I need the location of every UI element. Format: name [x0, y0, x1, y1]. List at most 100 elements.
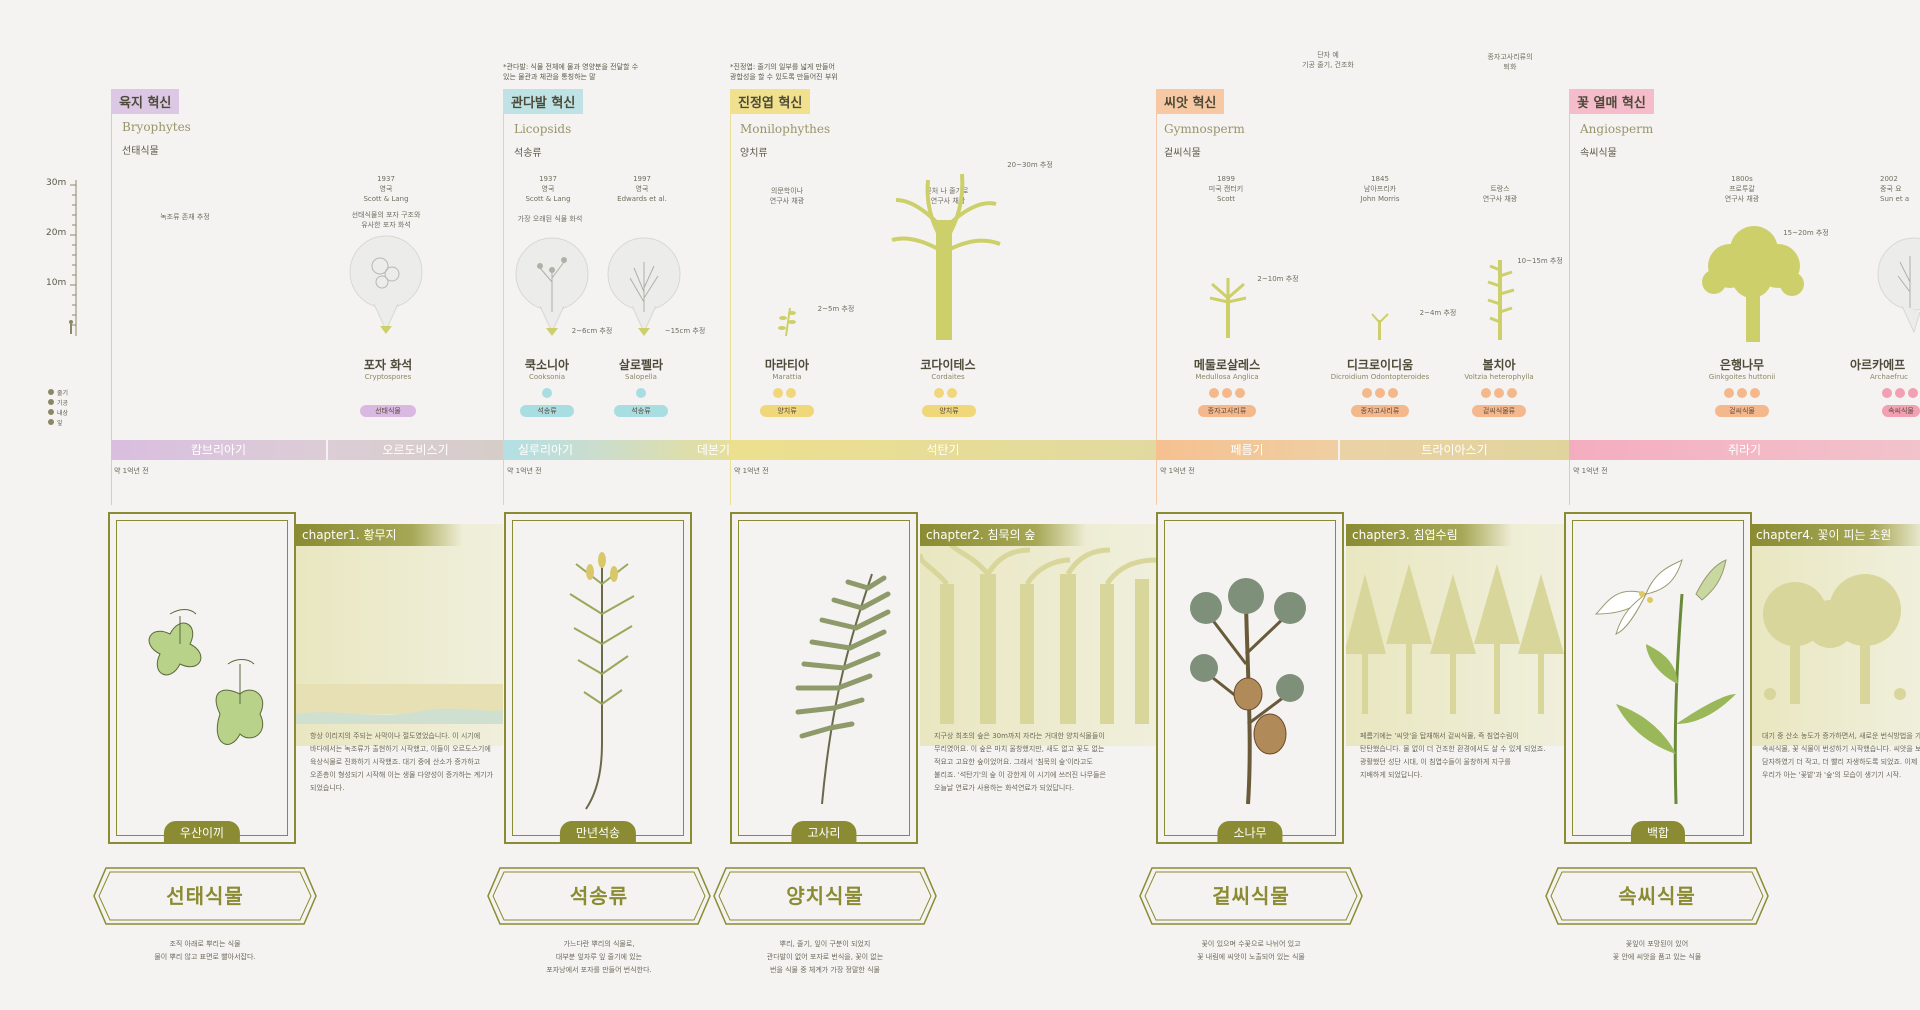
plant-sci-voltzia: Voltzia heterophylla — [1464, 373, 1534, 381]
clubmoss-illustration — [569, 552, 635, 810]
pill-dicroidium: 종자고사리류 — [1351, 405, 1409, 417]
note-vascular: *관다발: 식물 전체에 물과 영양분을 전달할 수 있는 물관과 체관을 통칭… — [503, 63, 639, 81]
pine-illustration — [1190, 578, 1306, 805]
trait-dot — [1750, 388, 1760, 398]
kor-gymnosperm: 겉씨식물 — [1164, 148, 1201, 159]
oldest-note: 가장 오래된 식물 화석 — [517, 215, 583, 223]
lily-illustration — [1594, 558, 1736, 805]
card-label-liverwort: 우산이끼 — [163, 821, 241, 844]
fossil-illustration — [349, 235, 423, 334]
voltz-size: 10~15m 추정 — [1517, 257, 1563, 265]
pill-cryptospores: 선태식물 — [360, 405, 416, 417]
trait-dot — [786, 388, 796, 398]
group-label: 겉씨식물 — [1212, 884, 1290, 908]
group-gymnosperm: 겉씨식물 — [1138, 866, 1364, 926]
liverwort-illustration — [148, 609, 263, 745]
plant-card-liverwort: 우산이끼 — [108, 512, 296, 844]
trait-dot — [1209, 388, 1219, 398]
fossil-desc: 선태식물의 포자 구조와 유사한 포자 화석 — [351, 211, 421, 229]
trait-dot — [773, 388, 783, 398]
plant-sci-cryptospores: Cryptospores — [364, 373, 412, 381]
trait-dot — [1908, 388, 1918, 398]
years-label: 약 1억년 전 — [734, 467, 769, 475]
kor-bryophytes: 선태식물 — [122, 146, 159, 157]
card-label-clubmoss: 만년석송 — [559, 821, 637, 844]
fern-illustration — [795, 573, 891, 805]
divider-line — [730, 95, 731, 505]
group-label: 석송류 — [569, 884, 629, 908]
plant-sci-salopella: Salopella — [625, 373, 657, 381]
cordaites-illustration — [891, 173, 1001, 340]
trait-dot — [1388, 388, 1398, 398]
chapter-title-4: chapter4. 꽃이 피는 초원 — [1750, 524, 1920, 546]
legend-item: 내상 — [48, 408, 88, 418]
plant-card-pine: 소나무 — [1156, 512, 1344, 844]
medullosa-illustration — [1209, 278, 1247, 338]
chapter-text-1: 항상 이리지의 주되는 사막이나 절도였었습니다. 이 시기에 바다에서는 녹조… — [310, 732, 494, 792]
chapter-title-2: chapter2. 침묵의 숲 — [920, 524, 1086, 546]
group-bryophyte: 선태식물 — [92, 866, 318, 926]
voltzia-illustration — [1487, 260, 1515, 340]
divider-line — [1156, 95, 1157, 505]
group-fern: 양치식물 — [712, 866, 938, 926]
note-seed1: 단자 예 기공 줄기, 건조화 — [1302, 51, 1354, 69]
medul-size: 2~10m 추정 — [1257, 275, 1299, 283]
ginkgo-info: 1800s 프로투갈 연구사 채광 — [1724, 175, 1760, 203]
salopella-illustration — [607, 237, 681, 336]
years-label: 약 1억년 전 — [1573, 467, 1608, 475]
period-ordovician: 오르도비스기 — [328, 440, 503, 460]
ginkgo-size: 15~20m 추정 — [1783, 229, 1829, 237]
latin-monilophytes: Monilophythes — [740, 122, 831, 136]
latin-angiosperm: Angiosperm — [1580, 122, 1654, 136]
moss-note: 녹조류 존재 추정 — [160, 213, 210, 221]
group-desc: 꽃잎이 포망된이 있어 꽃 안에 씨앗을 품고 있는 식물 — [1612, 940, 1702, 961]
divider-line — [1569, 95, 1570, 505]
latin-gymnosperm: Gymnosperm — [1164, 122, 1245, 136]
note-seed2: 종자고사리류의 퇴화 — [1487, 53, 1533, 71]
plant-sci-ginkgo: Ginkgoites huttonii — [1708, 373, 1776, 381]
medul-info: 1899 미국 캔터키 Scott — [1208, 175, 1244, 203]
latin-bryophytes: Bryophytes — [122, 120, 191, 134]
plant-name-salopella: 살로펠라 — [618, 358, 664, 372]
trait-dot — [542, 388, 552, 398]
kor-monilophytes: 양치류 — [740, 148, 768, 159]
card-label-fern: 고사리 — [791, 821, 857, 844]
cooksonia-illustration — [515, 237, 589, 336]
plant-name-archaefructus: 아르카에프 — [1850, 358, 1906, 372]
years-label: 약 1억년 전 — [114, 467, 149, 475]
group-angiosperm: 속씨식물 — [1544, 866, 1770, 926]
badge-land-innovation: 육지 혁신 — [111, 89, 180, 114]
plant-card-clubmoss: 만년석송 — [504, 512, 692, 844]
plant-card-lily: 백합 — [1564, 512, 1752, 844]
trait-dot — [1235, 388, 1245, 398]
legend-item: 줄기 — [48, 388, 88, 398]
plant-sci-archaefructus: Archaefruc — [1870, 373, 1909, 381]
plant-sci-dicroidium: Dicroidium Odontopteroides — [1330, 373, 1430, 381]
cord-size: 20~30m 추정 — [1007, 161, 1053, 169]
archaefructus-illustration — [1877, 237, 1920, 334]
kor-angiosperm: 속씨식물 — [1580, 148, 1617, 159]
plant-card-fern: 고사리 — [730, 512, 918, 844]
group-label: 선태식물 — [166, 884, 244, 908]
badge-euphyll-innovation: 진정엽 혁신 — [730, 89, 811, 114]
years-label: 약 1억년 전 — [507, 467, 542, 475]
plant-name-voltzia: 볼치아 — [1482, 358, 1516, 372]
group-lycopod: 석송류 — [486, 866, 712, 926]
chapter-panel — [296, 524, 503, 746]
pill-medullosa: 종자고사리류 — [1198, 405, 1256, 417]
marat-info: 의문학이나 연구사 채광 — [769, 187, 805, 205]
badge-seed-innovation: 씨앗 혁신 — [1156, 89, 1225, 114]
chapter-title-3: chapter3. 침엽수림 — [1346, 524, 1512, 546]
scale-label-20m: 20m — [46, 228, 67, 238]
trait-dot — [947, 388, 957, 398]
note-euphyll: *진정엽: 줄기의 일부를 넓게 만들어 광합성을 할 수 있도록 만들어진 부… — [730, 63, 838, 81]
latin-licopsids: Licopsids — [514, 122, 572, 136]
period-triassic: 트라이아스기 — [1340, 440, 1569, 460]
group-label: 양치식물 — [786, 884, 864, 908]
chapter-text-2: 지구상 최초의 숲은 30m까지 자라는 거대한 양치식물들이 무리였어요. 이… — [934, 732, 1106, 792]
trait-dot — [1362, 388, 1372, 398]
group-desc: 뿌리, 줄기, 잎이 구분이 되었지 관다발이 없어 포자로 번식을, 꽃이 없… — [766, 940, 884, 974]
plant-name-marattia: 마라티아 — [764, 358, 810, 372]
badge-flower-innovation: 꽃 열매 혁신 — [1569, 89, 1654, 114]
fossil-info: 1937 영국 Scott & Lang — [363, 175, 409, 203]
